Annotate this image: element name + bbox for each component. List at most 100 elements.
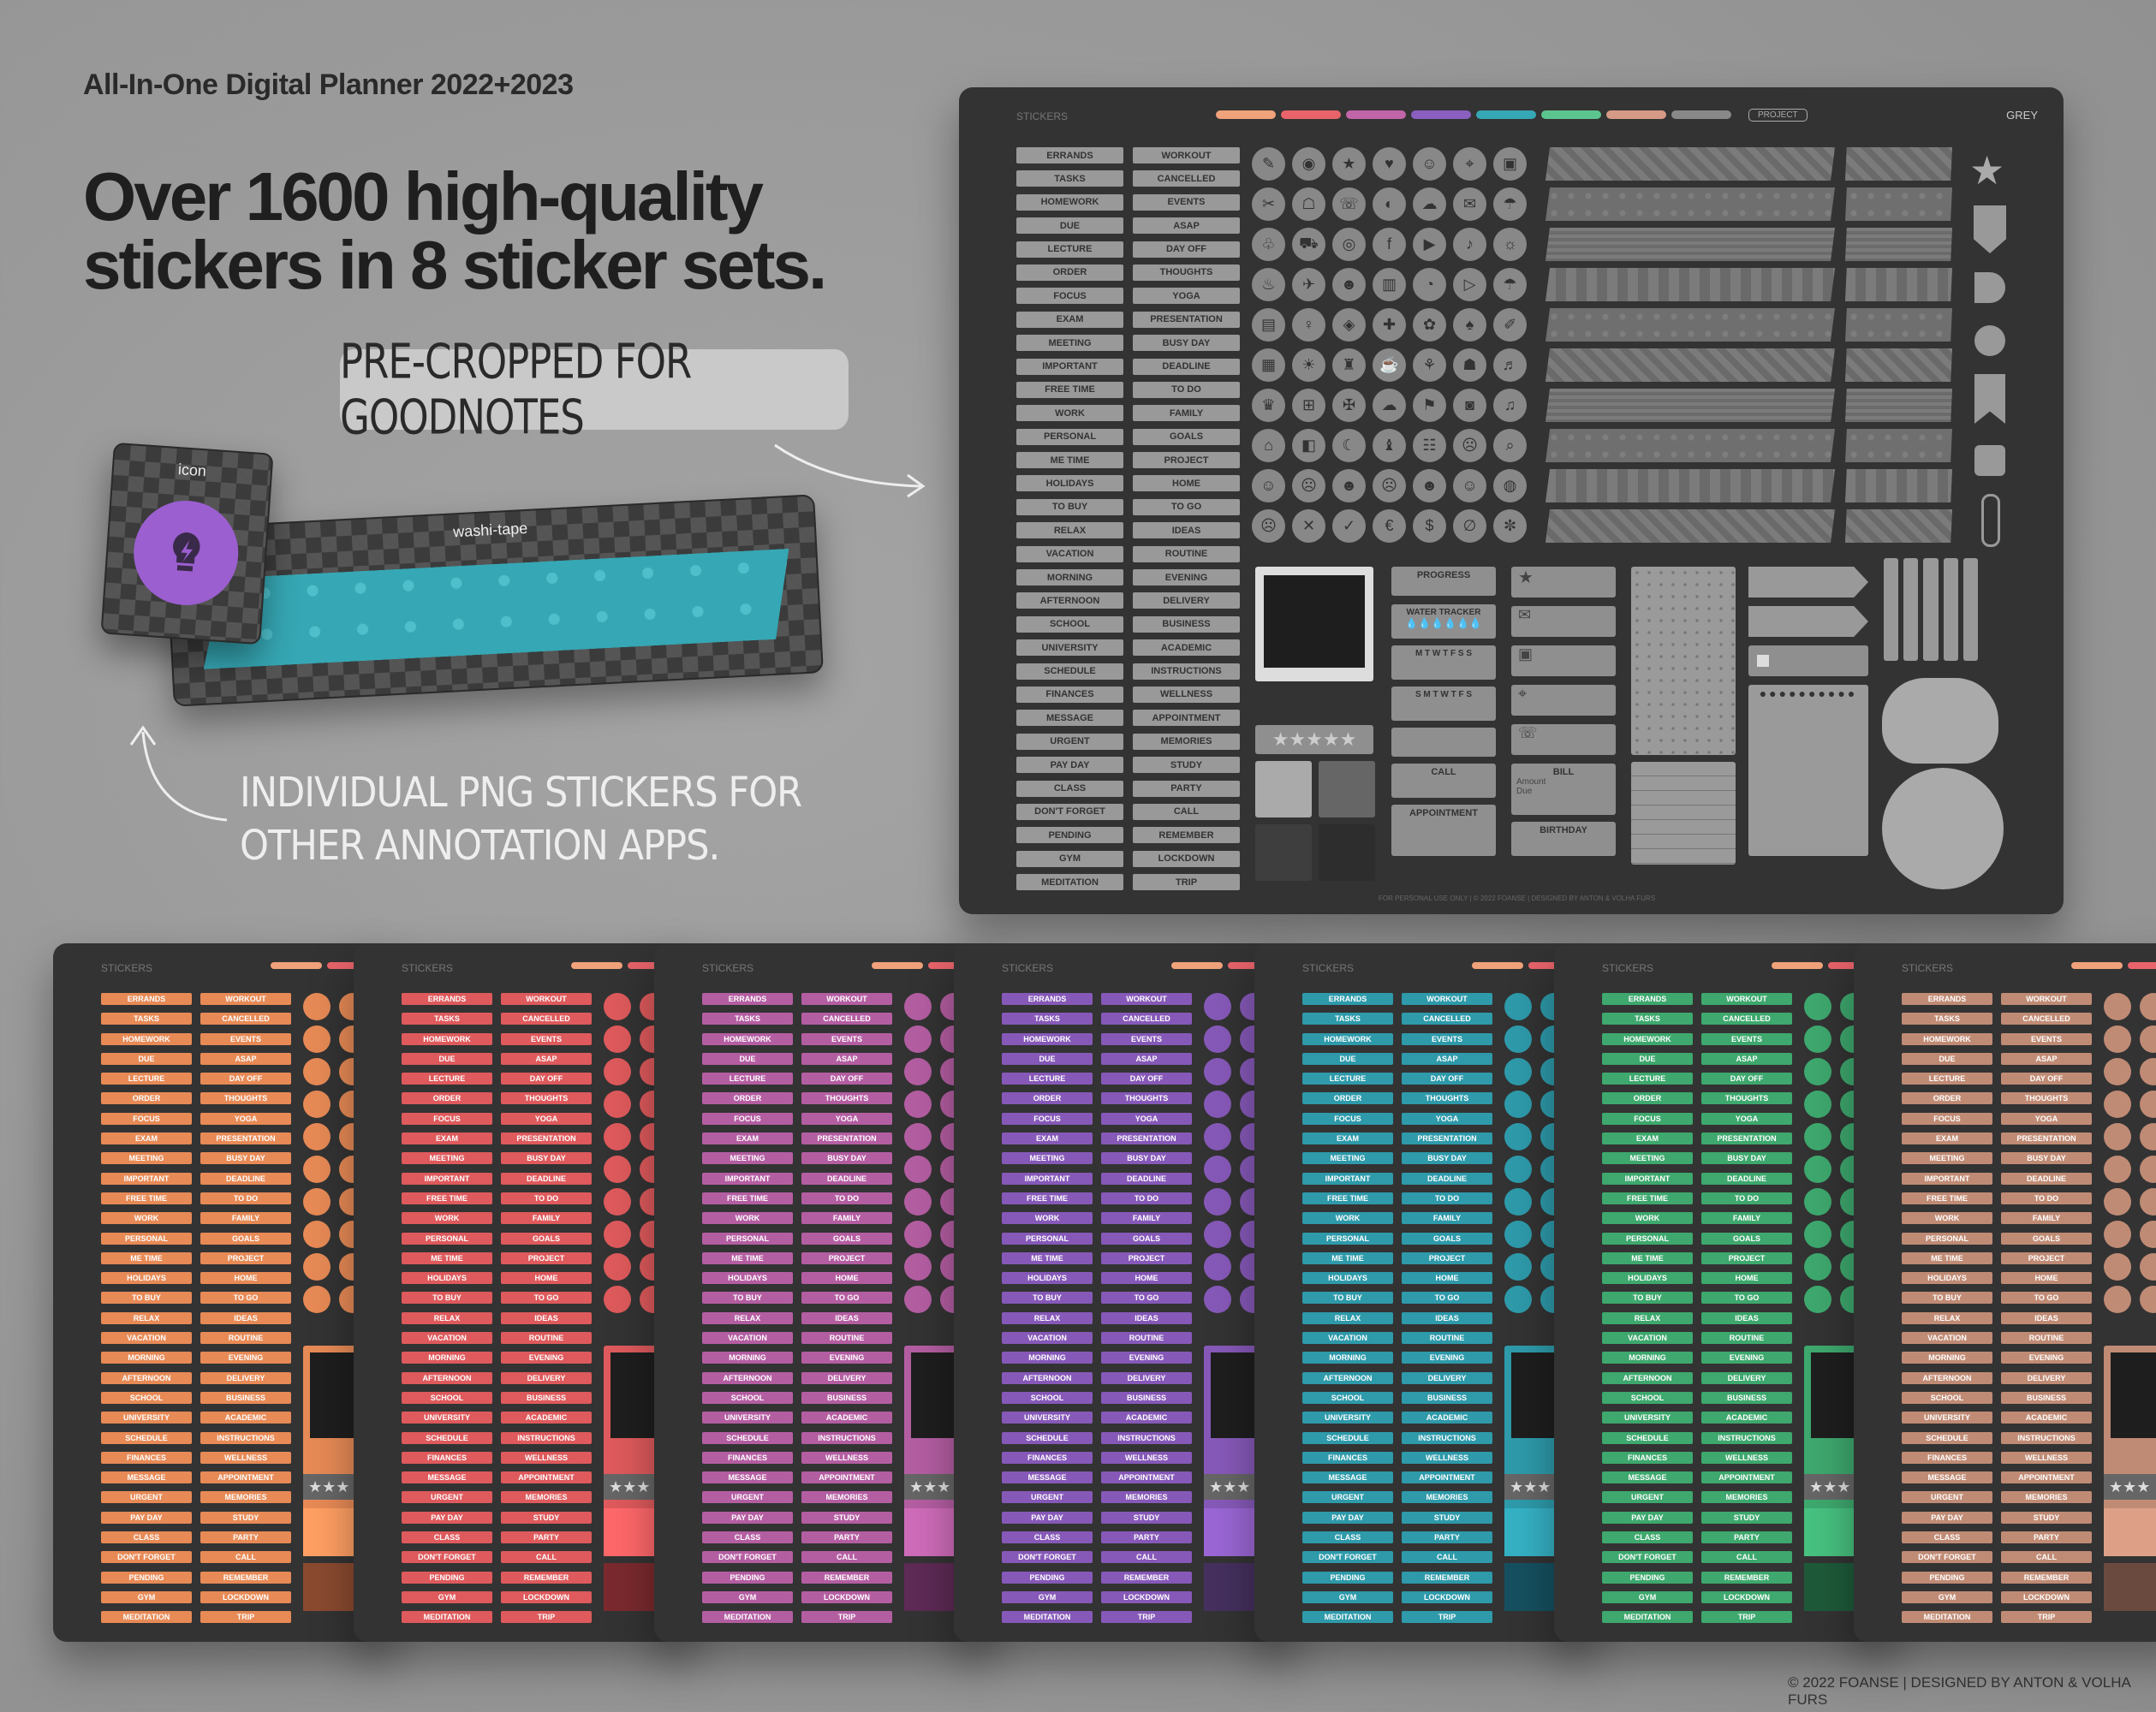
bookmark-shape xyxy=(1974,374,2005,424)
tab-project[interactable]: PROJECT xyxy=(1748,109,1808,122)
label-sticker: YOGA xyxy=(501,1112,592,1125)
label-sticker: CANCELLED xyxy=(1701,1013,1792,1025)
label-sticker: FOCUS xyxy=(702,1112,793,1125)
label-column-2: WORKOUT CANCELLED EVENTS ASAP DAY OFF THOUGHT… xyxy=(501,993,592,1632)
label-sticker: ACADEMIC xyxy=(1701,1412,1792,1424)
color-tab[interactable] xyxy=(327,962,378,969)
sticker-icon: ☏ xyxy=(1332,187,1366,221)
sticker-icon: f xyxy=(1373,228,1406,261)
water-tracker-widget: WATER TRACKER 💧💧💧💧💧💧 xyxy=(1391,604,1496,639)
paperclip-icon xyxy=(1981,494,2000,547)
sticker-icon: ◎ xyxy=(1332,228,1366,261)
label-sticker: SCHOOL xyxy=(1002,1391,1093,1404)
label-sticker: CLASS xyxy=(702,1531,793,1544)
label-sticker: DUE xyxy=(1602,1052,1693,1065)
label-sticker: MEETING xyxy=(1902,1152,1992,1165)
label-sticker: FINANCES xyxy=(1602,1451,1693,1464)
label-sticker: BUSY DAY xyxy=(1402,1152,1492,1165)
label-sticker: LOCKDOWN xyxy=(801,1590,892,1603)
color-tab-6[interactable] xyxy=(1541,110,1601,119)
label-sticker: EVENING xyxy=(1133,569,1240,586)
label-sticker: HOMEWORK xyxy=(1002,1032,1093,1045)
sticker-icon xyxy=(604,993,631,1020)
color-tab-3[interactable] xyxy=(1346,110,1406,119)
label-sticker: GYM xyxy=(1602,1590,1693,1603)
label-sticker: RELAX xyxy=(1016,522,1123,539)
color-tab[interactable] xyxy=(628,962,679,969)
arrow-right-icon xyxy=(774,443,926,498)
label-sticker: THOUGHTS xyxy=(801,1092,892,1105)
label-sticker: REMEMBER xyxy=(1101,1571,1192,1584)
label-sticker: DEADLINE xyxy=(1402,1172,1492,1185)
sticker-icon xyxy=(2140,1221,2156,1248)
label-sticker: LECTURE xyxy=(101,1073,192,1085)
label-sticker: TRIP xyxy=(1133,874,1240,891)
label-sticker: WORKOUT xyxy=(1402,993,1492,1005)
label-sticker: EVENTS xyxy=(1402,1032,1492,1045)
sticker-icon xyxy=(2104,1058,2131,1085)
label-sticker: ME TIME xyxy=(402,1251,492,1264)
label-sticker: IMPORTANT xyxy=(402,1172,492,1185)
label-sticker: GOALS xyxy=(1133,428,1240,445)
sticker-icon xyxy=(1804,993,1831,1020)
label-sticker: DELIVERY xyxy=(1402,1371,1492,1384)
label-sticker: TO GO xyxy=(1402,1292,1492,1305)
label-sticker: PENDING xyxy=(101,1571,192,1584)
color-tab[interactable] xyxy=(1171,962,1223,969)
label-sticker: BUSY DAY xyxy=(2001,1152,2092,1165)
label-sticker: ASAP xyxy=(1701,1052,1792,1065)
color-tab-2[interactable] xyxy=(1281,110,1341,119)
label-sticker: ROUTINE xyxy=(501,1332,592,1345)
habit-boxes xyxy=(1391,728,1496,757)
label-sticker: EVENING xyxy=(1402,1352,1492,1364)
color-tab[interactable] xyxy=(571,962,622,969)
color-tab-4[interactable] xyxy=(1411,110,1471,119)
label-sticker: MESSAGE xyxy=(101,1471,192,1484)
sticker-icon xyxy=(2104,1091,2131,1118)
color-tab[interactable] xyxy=(1228,962,1279,969)
color-tab-5[interactable] xyxy=(1476,110,1536,119)
sticker-icon: ★ xyxy=(1332,147,1366,181)
label-sticker: URGENT xyxy=(1302,1491,1393,1504)
progress-label: PROGRESS xyxy=(1416,570,1471,580)
icon-sample: icon xyxy=(100,442,274,645)
sticker-icon xyxy=(1204,1025,1231,1053)
png-callout: INDIVIDUAL PNG STICKERS FOR OTHER ANNOTA… xyxy=(240,766,802,872)
color-tab[interactable] xyxy=(1472,962,1523,969)
color-tab-7[interactable] xyxy=(1606,110,1666,119)
sticker-icon xyxy=(2104,1025,2131,1053)
color-tab[interactable] xyxy=(872,962,923,969)
color-tab[interactable] xyxy=(1772,962,1823,969)
color-tab[interactable] xyxy=(2071,962,2123,969)
label-sticker: TRIP xyxy=(200,1611,291,1624)
label-sticker: MEDITATION xyxy=(402,1611,492,1624)
color-tab[interactable] xyxy=(2128,962,2156,969)
color-tab-8[interactable] xyxy=(1671,110,1731,119)
label-sticker: DAY OFF xyxy=(2001,1073,2092,1085)
label-sticker: WORK xyxy=(1302,1212,1393,1225)
sticker-icon: € xyxy=(1373,509,1406,543)
color-tab[interactable] xyxy=(271,962,322,969)
sticker-icon xyxy=(1504,1058,1532,1085)
label-sticker: BUSY DAY xyxy=(501,1152,592,1165)
label-sticker: LOCKDOWN xyxy=(2001,1590,2092,1603)
lightbulb-icon xyxy=(130,496,242,609)
sticker-icon: ⚑ xyxy=(1413,389,1446,422)
label-sticker: DELIVERY xyxy=(1133,592,1240,609)
label-sticker: PERSONAL xyxy=(1902,1232,1992,1245)
sticker-icon xyxy=(2104,1253,2131,1281)
label-sticker: DELIVERY xyxy=(501,1371,592,1384)
goodnotes-callout: PRE-CROPPED FOR GOODNOTES xyxy=(340,334,849,445)
sticker-icon: $ xyxy=(1413,509,1446,543)
label-sticker: FINANCES xyxy=(1002,1451,1093,1464)
label-sticker: IMPORTANT xyxy=(1302,1172,1393,1185)
label-sticker: FOCUS xyxy=(101,1112,192,1125)
sticker-icon xyxy=(1504,1253,1532,1281)
vertical-strips xyxy=(1884,558,1979,669)
label-sticker: UNIVERSITY xyxy=(702,1412,793,1424)
color-tab-1[interactable] xyxy=(1216,110,1276,119)
label-sticker: DON'T FORGET xyxy=(402,1551,492,1564)
label-sticker: PRESENTATION xyxy=(2001,1132,2092,1145)
label-sticker: TASKS xyxy=(1902,1013,1992,1025)
label-sticker: PENDING xyxy=(402,1571,492,1584)
